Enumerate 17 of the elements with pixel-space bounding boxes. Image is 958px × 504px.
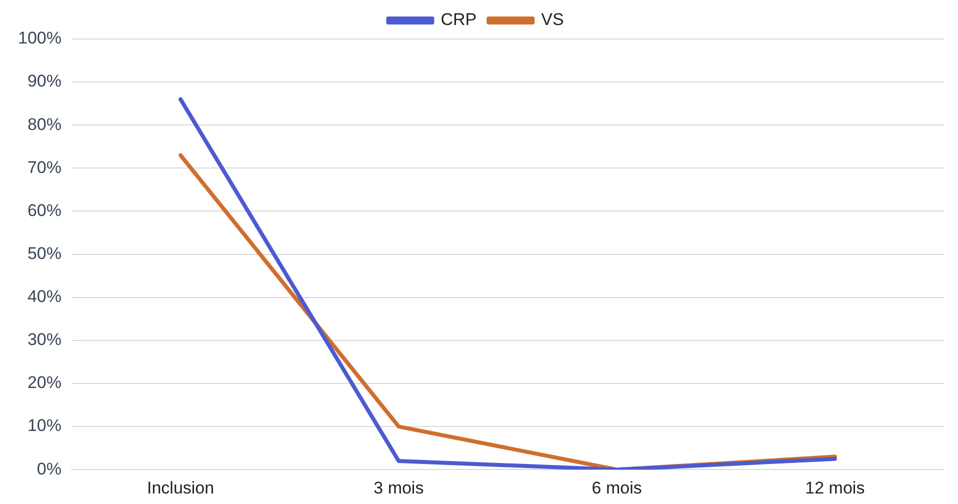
y-tick-label: 30% (27, 330, 62, 350)
y-tick-label: 70% (27, 158, 62, 177)
legend-label: CRP (440, 10, 477, 30)
legend-label: VS (541, 10, 564, 30)
y-tick-label: 100% (18, 28, 62, 48)
x-tick-label: 6 mois (592, 478, 642, 498)
y-tick-label: 0% (36, 459, 62, 478)
y-tick-label: 40% (27, 287, 62, 306)
y-tick-label: 20% (27, 373, 62, 392)
y-tick-label: 80% (27, 114, 62, 134)
y-tick-label: 10% (27, 416, 62, 436)
y-tick-label: 50% (27, 244, 62, 263)
x-tick-label: 12 mois (805, 478, 865, 498)
x-tick-label: Inclusion (146, 478, 214, 498)
y-tick-label: 90% (27, 72, 62, 91)
x-tick-label: 3 mois (374, 478, 424, 498)
y-tick-label: 60% (27, 200, 62, 220)
